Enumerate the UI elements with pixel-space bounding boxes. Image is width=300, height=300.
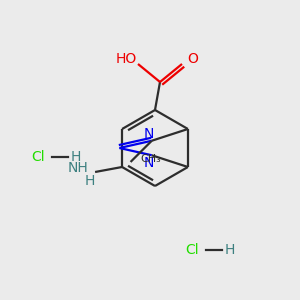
Text: O: O [188, 52, 198, 66]
Text: Cl: Cl [31, 150, 45, 164]
Text: Cl: Cl [185, 243, 199, 257]
Text: H: H [85, 174, 95, 188]
Text: N: N [144, 127, 154, 141]
Text: N: N [144, 156, 154, 170]
Text: CH₃: CH₃ [141, 154, 161, 164]
Text: H: H [225, 243, 235, 257]
Text: HO: HO [116, 52, 136, 66]
Text: H: H [71, 150, 81, 164]
Text: NH: NH [67, 161, 88, 175]
